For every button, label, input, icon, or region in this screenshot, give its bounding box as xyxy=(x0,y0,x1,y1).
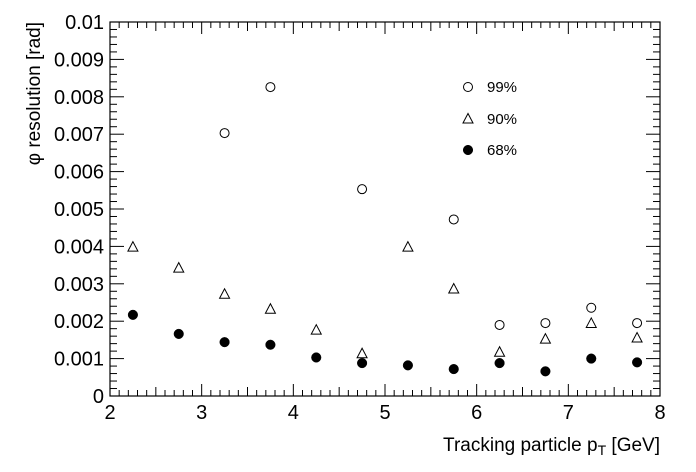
y-tick-label: 0.007 xyxy=(54,124,104,146)
legend-label-90pct: 90% xyxy=(487,111,517,128)
x-tick-labels: 2 3 4 5 6 7 8 xyxy=(104,402,665,424)
y-tick-label: 0.002 xyxy=(54,311,104,333)
point-68pct xyxy=(448,364,459,375)
legend-marker-68pct xyxy=(462,144,474,156)
y-tick-label: 0.005 xyxy=(54,199,104,221)
legend-marker-99pct xyxy=(463,82,473,92)
y-tick-label: 0.008 xyxy=(54,87,104,109)
point-68pct xyxy=(265,339,276,350)
point-68pct xyxy=(586,353,597,364)
point-90pct xyxy=(539,332,552,344)
point-90pct xyxy=(356,347,368,359)
point-68pct xyxy=(632,357,643,368)
plot-frame xyxy=(109,21,661,397)
point-90pct xyxy=(310,323,323,335)
point-99pct xyxy=(540,318,551,329)
point-90pct xyxy=(402,240,414,252)
y-tick-label: 0 xyxy=(93,386,104,408)
point-68pct xyxy=(127,309,138,320)
point-68pct xyxy=(540,366,551,377)
data-points xyxy=(127,82,643,377)
x-tick-label: 4 xyxy=(288,402,299,424)
point-68pct xyxy=(357,358,368,369)
point-68pct xyxy=(311,352,322,363)
y-tick-label: 0.001 xyxy=(54,349,104,371)
y-axis-title: φ resolution [rad] xyxy=(24,22,45,165)
point-99pct xyxy=(357,184,368,195)
point-90pct xyxy=(127,240,139,252)
legend-marker-90pct xyxy=(462,112,474,124)
point-90pct xyxy=(585,316,598,328)
point-68pct xyxy=(494,358,505,369)
point-90pct xyxy=(172,261,185,273)
y-tick-label: 0.004 xyxy=(54,236,104,258)
legend: 99% 90% 68% xyxy=(462,79,517,159)
point-99pct xyxy=(494,319,505,330)
legend-label-99pct: 99% xyxy=(487,79,517,96)
point-90pct xyxy=(631,331,643,343)
point-68pct xyxy=(219,337,230,348)
point-90pct xyxy=(218,287,231,299)
x-tick-label: 2 xyxy=(104,402,115,424)
y-tick-label: 0.003 xyxy=(54,274,104,296)
point-68pct xyxy=(402,360,413,371)
x-tick-label: 5 xyxy=(379,402,390,424)
legend-label-68pct: 68% xyxy=(487,142,517,159)
y-tick-label: 0.01 xyxy=(65,12,104,34)
y-tick-labels: 0 0.001 0.002 0.003 0.004 0.005 0.006 0.007 0.00… xyxy=(54,12,104,408)
point-99pct xyxy=(219,128,230,139)
point-99pct xyxy=(586,302,597,313)
y-tick-label: 0.009 xyxy=(54,49,104,71)
point-99pct xyxy=(448,214,459,225)
x-axis-title: Tracking particle pT [GeV] xyxy=(443,435,660,458)
point-90pct xyxy=(447,282,460,294)
x-tick-label: 8 xyxy=(654,402,665,424)
point-90pct xyxy=(264,302,277,314)
x-tick-label: 7 xyxy=(563,402,574,424)
point-68pct xyxy=(173,328,184,339)
point-99pct xyxy=(265,82,276,93)
y-tick-label: 0.006 xyxy=(54,162,104,184)
point-90pct xyxy=(493,345,506,357)
x-tick-label: 6 xyxy=(471,402,482,424)
x-tick-label: 3 xyxy=(196,402,207,424)
axis-ticks xyxy=(109,21,661,397)
point-99pct xyxy=(632,318,643,329)
